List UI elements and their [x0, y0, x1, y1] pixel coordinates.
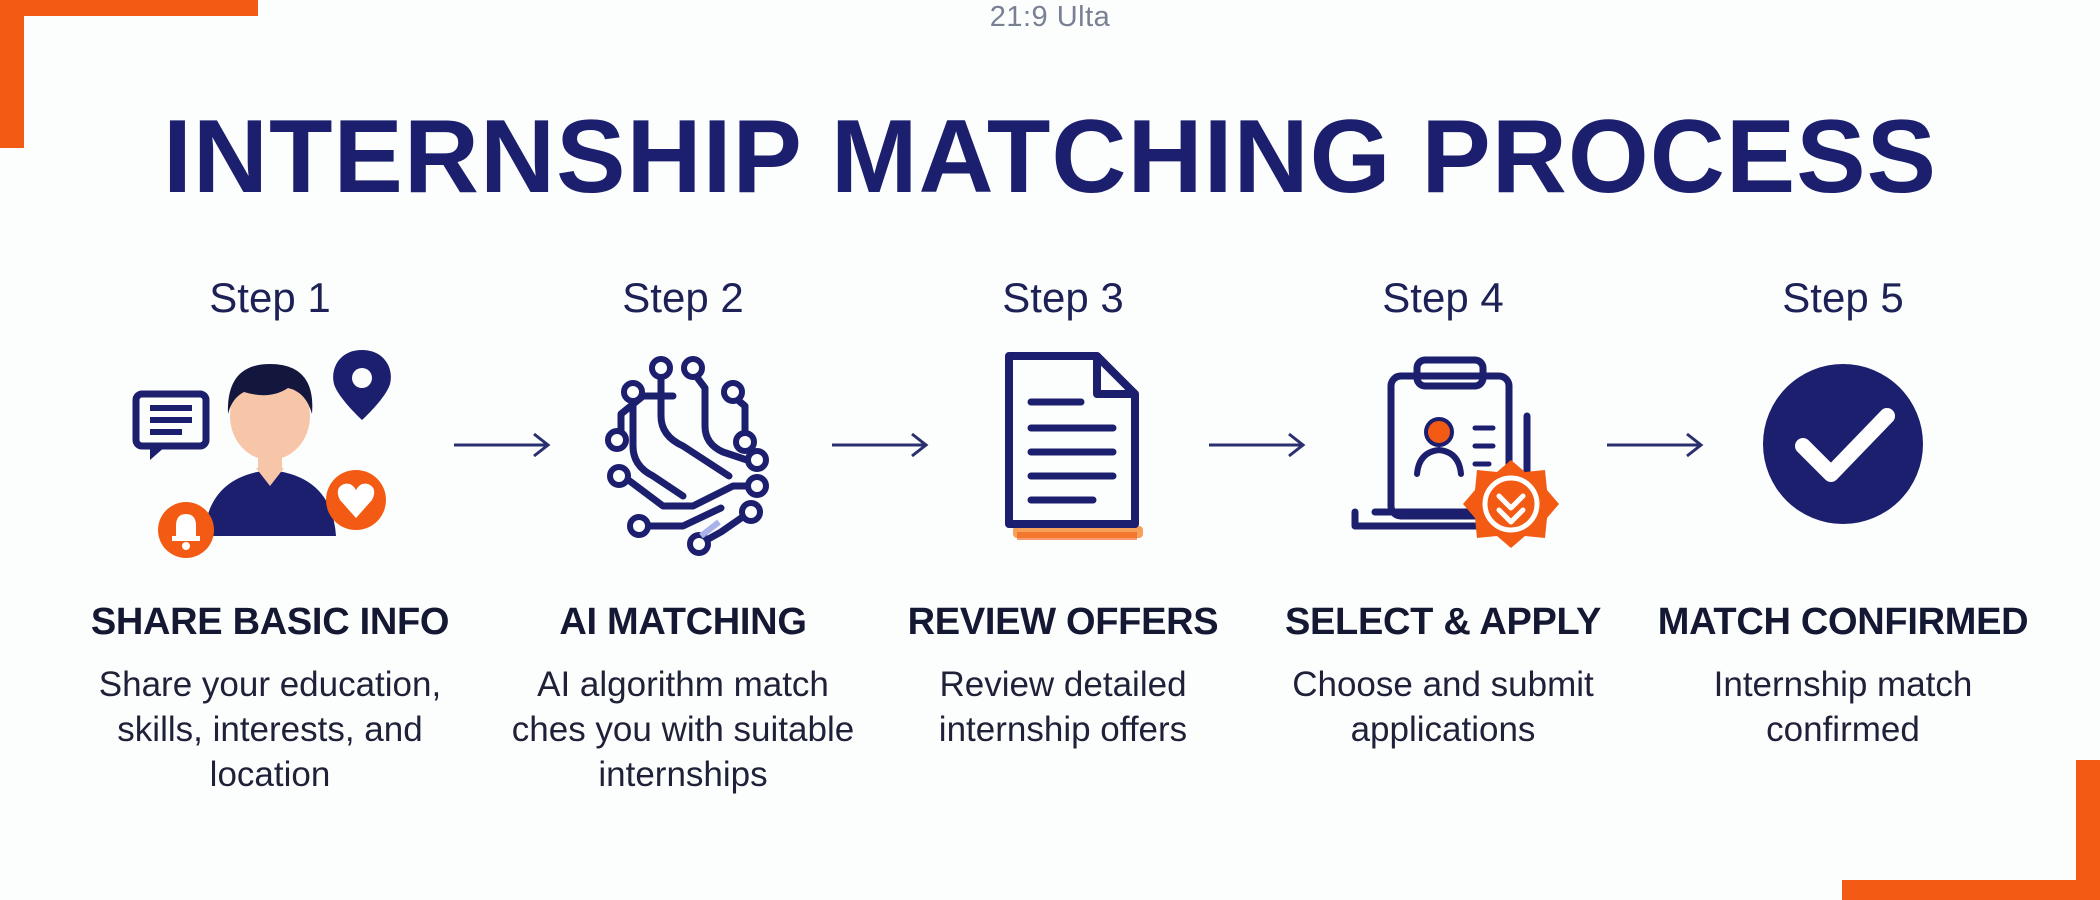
arrow-right-icon [1607, 432, 1704, 458]
step-description: Review detailed internship offers [938, 665, 1188, 749]
document-icon [913, 336, 1213, 576]
corner-accent-bottom-right [1842, 880, 2100, 900]
step-description: AI algorithm match ches you with suitabl… [511, 665, 855, 794]
step-title: MATCH CONFIRMED [1657, 601, 2029, 643]
step-3: Step 3 REVIEW OFFERS Revi [873, 272, 1253, 752]
step-number: Step 4 [1382, 274, 1504, 321]
arrow-right-icon [1209, 432, 1306, 458]
step-4: Step 4 [1253, 272, 1633, 752]
step-number: Step 5 [1782, 274, 1904, 321]
step-title: SHARE BASIC INFO [90, 601, 450, 643]
page-title: INTERNSHIP MATCHING PROCESS [163, 99, 1937, 215]
clipboard-application-icon [1293, 336, 1593, 576]
step-5: Step 5 MATCH CONFIRMED Internship match … [1653, 272, 2033, 752]
person-info-icon [120, 336, 420, 576]
step-number: Step 1 [209, 274, 331, 321]
step-title: AI MATCHING [559, 601, 807, 643]
step-2: Step 2 [493, 272, 873, 797]
step-description: Internship match confirmed [1713, 665, 1973, 749]
step-title: SELECT & APPLY [1284, 601, 1602, 643]
step-description: Share your education, skills, interests,… [98, 665, 442, 794]
corner-accent-top-left-vertical [0, 0, 24, 148]
step-number: Step 2 [622, 274, 744, 321]
corner-accent-top-left [0, 0, 258, 16]
process-steps: Step 1 [0, 272, 2100, 832]
arrow-right-icon [454, 432, 551, 458]
corner-accent-bottom-right-vertical [2076, 760, 2100, 900]
step-description: Choose and submit applications [1292, 665, 1594, 749]
check-circle-icon [1693, 336, 1993, 576]
aspect-ratio-label: 21:9 Ulta [989, 1, 1111, 33]
step-title: REVIEW OFFERS [907, 601, 1219, 643]
arrow-right-icon [832, 432, 929, 458]
ai-circuit-icon [533, 336, 833, 576]
step-1: Step 1 [80, 272, 460, 797]
step-number: Step 3 [1002, 274, 1124, 321]
